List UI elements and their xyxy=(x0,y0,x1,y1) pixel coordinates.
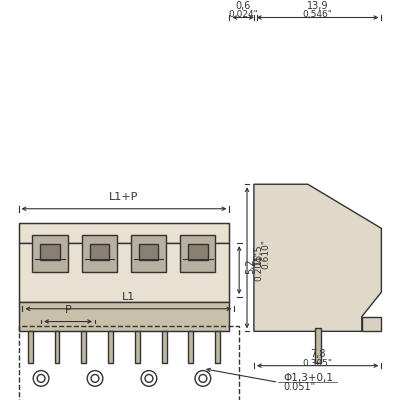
Text: 0.610": 0.610" xyxy=(262,239,271,269)
Circle shape xyxy=(33,370,49,386)
Bar xyxy=(90,244,109,260)
Bar xyxy=(188,244,207,260)
Circle shape xyxy=(87,370,103,386)
Bar xyxy=(82,235,117,272)
Text: 0.204": 0.204" xyxy=(254,251,263,281)
Text: 0.305": 0.305" xyxy=(303,359,333,368)
Bar xyxy=(19,224,229,243)
Bar xyxy=(315,328,321,363)
Bar xyxy=(180,235,215,272)
Bar xyxy=(135,331,140,363)
Bar xyxy=(19,302,229,331)
Circle shape xyxy=(195,370,211,386)
Text: 0.024": 0.024" xyxy=(228,10,258,20)
Text: P: P xyxy=(65,305,71,315)
Bar xyxy=(32,235,68,272)
Polygon shape xyxy=(254,184,382,331)
Bar xyxy=(28,331,33,363)
Bar xyxy=(108,331,113,363)
Bar xyxy=(131,235,166,272)
Text: 0.546": 0.546" xyxy=(303,10,333,20)
Bar xyxy=(19,243,229,302)
Text: 15,5: 15,5 xyxy=(253,243,263,265)
Circle shape xyxy=(141,370,157,386)
Text: L1+P: L1+P xyxy=(109,192,139,202)
Bar xyxy=(215,331,220,363)
Bar xyxy=(19,326,239,400)
Text: 5,2: 5,2 xyxy=(245,258,255,274)
Bar xyxy=(40,244,60,260)
Text: L1: L1 xyxy=(122,292,135,302)
Text: 7,8: 7,8 xyxy=(310,349,325,359)
Bar xyxy=(362,317,382,331)
Bar xyxy=(81,331,86,363)
Bar xyxy=(162,331,167,363)
Text: Φ1,3+0,1: Φ1,3+0,1 xyxy=(283,374,333,384)
Text: 0.051": 0.051" xyxy=(283,382,316,392)
Bar xyxy=(188,331,193,363)
Text: 13,9: 13,9 xyxy=(307,1,328,11)
Bar xyxy=(139,244,158,260)
Text: 0,6: 0,6 xyxy=(235,1,251,11)
Bar xyxy=(19,224,229,331)
Bar xyxy=(55,331,60,363)
